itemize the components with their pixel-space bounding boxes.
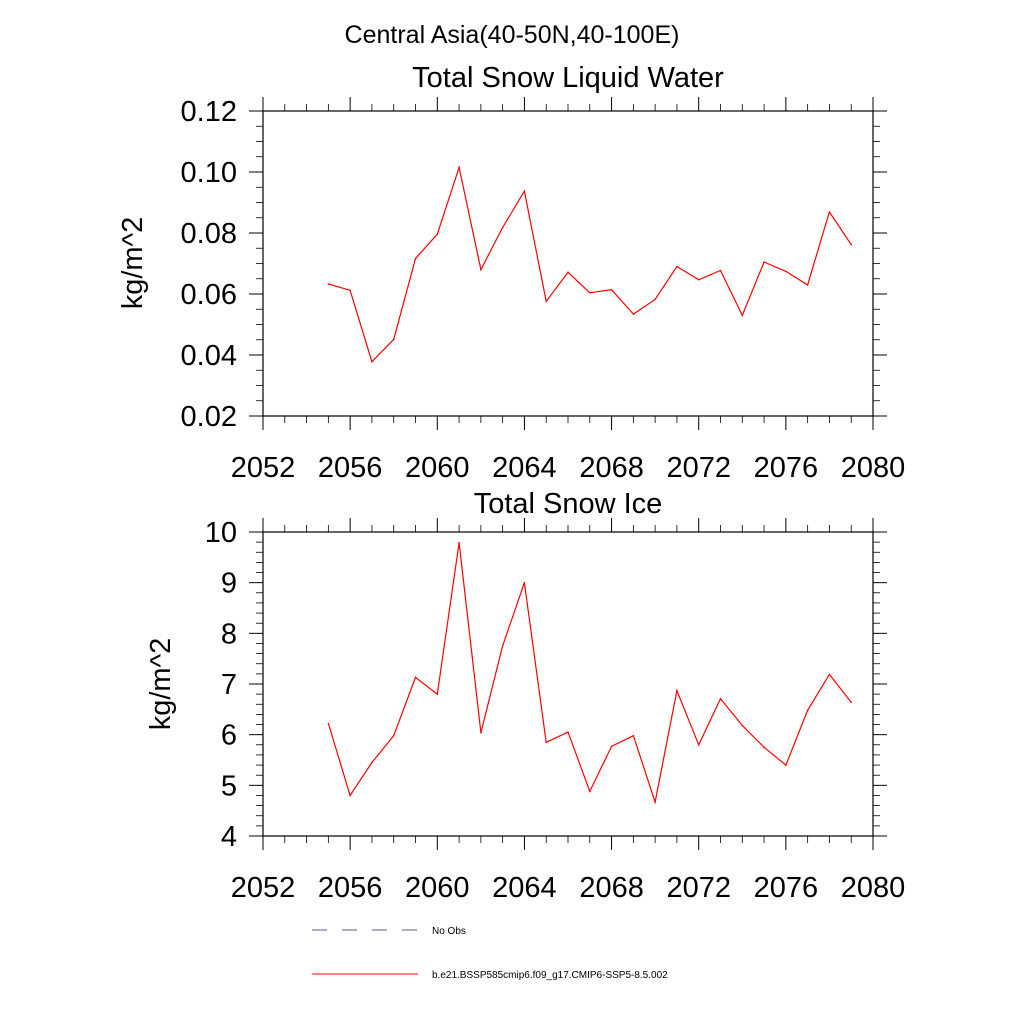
data-point [371, 761, 373, 764]
y-axis-label: kg/m^2 [117, 217, 149, 310]
x-tick-label: 2068 [579, 452, 644, 484]
data-point [436, 693, 439, 695]
figure-title: Central Asia(40-50N,40-100E) [345, 21, 680, 49]
data-point [763, 261, 765, 263]
data-point [501, 226, 504, 229]
data-point [371, 360, 373, 363]
data-point [697, 278, 700, 281]
data-point [349, 289, 351, 292]
y-tick-label: 0.12 [181, 96, 237, 128]
y-tick-label: 7 [221, 669, 237, 701]
data-point [610, 288, 613, 291]
data-point [458, 166, 460, 169]
data-point [676, 689, 678, 692]
x-tick-label: 2060 [405, 452, 470, 484]
data-point [414, 676, 417, 679]
x-tick-label: 2056 [318, 872, 383, 904]
x-tick-label: 2072 [666, 452, 731, 484]
y-tick-label: 0.02 [181, 401, 237, 433]
data-point [654, 298, 656, 301]
data-point [719, 697, 722, 700]
data-point [654, 801, 656, 803]
data-point [523, 581, 526, 584]
chart-title: Total Snow Ice [474, 488, 663, 520]
legend-label: b.e21.BSSP585cmip6.f09_g17.CMIP6-SSP5-8.… [432, 970, 668, 981]
data-point [632, 313, 635, 315]
x-tick-label: 2080 [841, 452, 906, 484]
data-point [828, 673, 831, 676]
x-tick-label: 2068 [579, 872, 644, 904]
x-tick-label: 2056 [318, 452, 383, 484]
data-point [785, 764, 787, 766]
data-point [567, 731, 569, 733]
data-point [632, 734, 635, 737]
series-line [328, 165, 852, 363]
data-point [588, 790, 591, 793]
y-tick-label: 0.06 [181, 279, 237, 311]
data-point [392, 734, 395, 737]
data-point [480, 268, 482, 271]
data-point [480, 731, 482, 734]
data-point [806, 709, 809, 712]
data-point [850, 701, 853, 704]
data-point [523, 190, 526, 193]
data-point [610, 745, 613, 748]
data-point [436, 233, 439, 236]
data-point [741, 724, 744, 727]
data-point [850, 243, 853, 246]
data-point [567, 271, 569, 274]
x-tick-label: 2072 [666, 872, 731, 904]
data-point [501, 645, 504, 647]
data-point [741, 314, 744, 317]
x-tick-label: 2064 [492, 452, 557, 484]
data-point [588, 291, 591, 294]
y-tick-label: 4 [221, 821, 237, 853]
data-point [327, 283, 330, 285]
x-tick-label: 2076 [754, 452, 819, 484]
y-tick-label: 8 [221, 618, 237, 650]
x-tick-label: 2064 [492, 872, 557, 904]
data-point [458, 541, 460, 544]
data-point [763, 746, 765, 749]
x-tick-label: 2052 [231, 872, 296, 904]
plot-frame [262, 531, 874, 837]
data-point [392, 338, 395, 341]
series-line [327, 542, 852, 805]
y-tick-label: 6 [221, 720, 237, 752]
y-axis-label: kg/m^2 [145, 638, 177, 731]
legend: No Obs b.e21.BSSP585cmip6.f09_g17.CMIP6-S… [312, 926, 668, 981]
x-tick-label: 2060 [405, 872, 470, 904]
data-point [828, 211, 831, 213]
data-point [545, 300, 548, 303]
legend-label: No Obs [432, 926, 466, 937]
data-point [806, 284, 809, 286]
data-point [349, 794, 351, 797]
data-point [676, 265, 678, 268]
data-point [719, 269, 722, 272]
y-tick-label: 5 [221, 770, 237, 802]
y-tick-label: 0.08 [181, 218, 237, 250]
data-point [327, 722, 330, 725]
x-tick-label: 2080 [841, 872, 906, 904]
panel-snow-ice: Total Snow Ice 2052 2056 2060 2064 2068 2072 20… [145, 488, 905, 904]
data-point [785, 270, 787, 273]
y-tick-label: 0.10 [181, 157, 237, 189]
y-tick-label: 9 [221, 568, 237, 600]
x-tick-label: 2052 [231, 452, 296, 484]
y-tick-label: 10 [205, 517, 237, 549]
plot-frame [262, 110, 874, 417]
data-point [414, 257, 417, 260]
y-tick-label: 0.04 [181, 340, 237, 372]
panel-snow-liquid-water: Total Snow Liquid Water 2052 2056 2060 2064 2… [117, 62, 905, 484]
x-tick-label: 2076 [754, 872, 819, 904]
chart-title: Total Snow Liquid Water [412, 62, 724, 94]
data-point [697, 744, 700, 746]
data-point [545, 741, 548, 744]
